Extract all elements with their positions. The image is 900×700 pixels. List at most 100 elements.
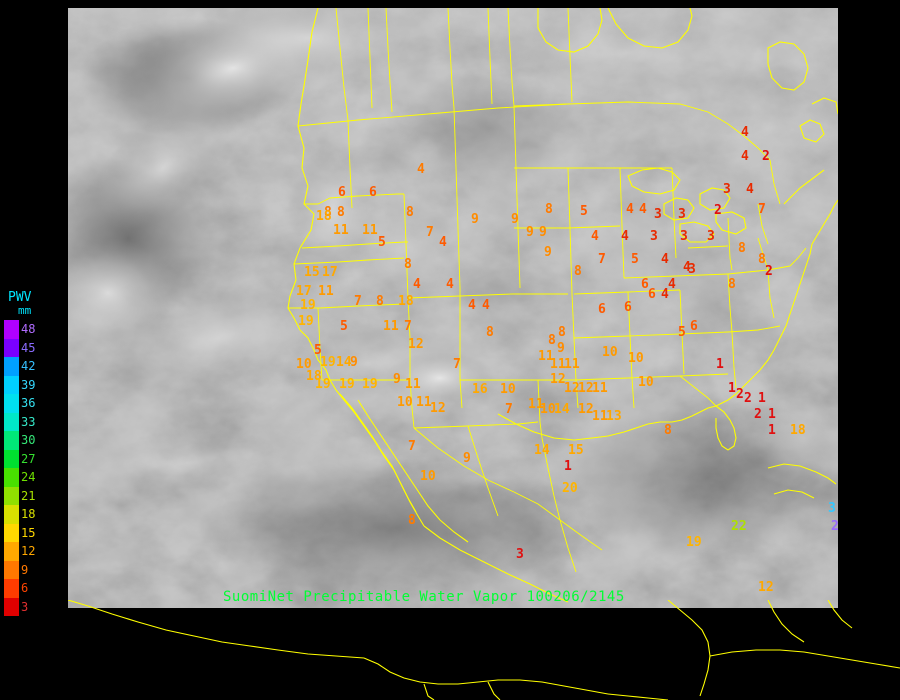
colorbar-labels: 48 45 42 39 36 33 30 27 24 21 18 15 12 9 6 3 xyxy=(21,320,63,616)
station-pwv-value: 8 xyxy=(376,294,384,309)
colorbar-tick-label: 48 xyxy=(21,322,36,336)
station-pwv-value: 11 xyxy=(362,223,378,238)
map-geography-overlay xyxy=(287,8,838,603)
station-pwv-value: 10 xyxy=(638,375,654,390)
station-pwv-value: 4 xyxy=(639,202,647,217)
station-pwv-value: 5 xyxy=(314,343,322,358)
station-pwv-value: 18 xyxy=(306,369,322,384)
station-pwv-value: 4 xyxy=(439,235,447,250)
station-pwv-value: 8 xyxy=(406,205,414,220)
station-pwv-value: 8 xyxy=(545,202,553,217)
station-pwv-value: 9 xyxy=(539,225,547,240)
colorbar-tick-label: 42 xyxy=(21,359,36,373)
colorbar-tick-label: 30 xyxy=(21,433,36,447)
station-pwv-value: 10 xyxy=(397,395,413,410)
station-pwv-value: 3 xyxy=(650,229,658,244)
station-pwv-value: 9 xyxy=(471,212,479,227)
station-pwv-value: 10 xyxy=(540,402,556,417)
station-pwv-value: 8 xyxy=(758,252,766,267)
station-pwv-value: 6 xyxy=(641,277,649,292)
station-pwv-value: 16 xyxy=(472,382,488,397)
colorbar-tick-label: 27 xyxy=(21,451,36,466)
colorbar-tick-label: 6 xyxy=(21,581,29,595)
station-pwv-value: 1 xyxy=(716,357,724,372)
colorbar-tick-label: 24 xyxy=(21,470,36,484)
station-pwv-value: 3 xyxy=(688,262,696,277)
coastlines xyxy=(287,8,838,603)
station-pwv-value: 2 xyxy=(744,391,752,406)
station-pwv-value: 1 xyxy=(564,459,572,474)
station-pwv-value: 2 xyxy=(765,264,773,279)
station-pwv-value: 4 xyxy=(482,298,490,313)
station-pwv-value: 8 xyxy=(548,333,556,348)
colorbar-cell xyxy=(4,542,19,561)
station-pwv-value: 9 xyxy=(511,212,519,227)
station-pwv-value: 7 xyxy=(426,225,434,240)
station-pwv-value: 4 xyxy=(591,229,599,244)
colorbar-cell xyxy=(4,431,19,450)
station-pwv-value: 15 xyxy=(568,443,584,458)
station-pwv-value: 8 xyxy=(404,257,412,272)
colorbar-tick-label: 21 xyxy=(21,488,36,503)
station-pwv-value: 6 xyxy=(648,287,656,302)
colorbar-tick-label: 12 xyxy=(21,544,36,558)
station-pwv-value: 7 xyxy=(758,202,766,217)
station-pwv-value: 9 xyxy=(463,451,471,466)
station-pwv-value: 11 xyxy=(416,395,432,410)
station-pwv-value: 17 xyxy=(322,265,338,280)
station-pwv-value: 7 xyxy=(354,294,362,309)
station-pwv-value: 12 xyxy=(430,401,446,416)
station-pwv-value: 5 xyxy=(378,235,386,250)
colorbar-tick-label: 18 xyxy=(21,507,36,521)
station-pwv-value: 6 xyxy=(369,185,377,200)
station-pwv-value: 18 xyxy=(790,423,806,438)
station-pwv-value: 12 xyxy=(564,381,580,396)
station-pwv-value: 9 xyxy=(393,372,401,387)
colorbar-cell xyxy=(4,394,19,413)
station-pwv-value: 8 xyxy=(738,241,746,256)
colorbar-cell xyxy=(4,357,19,376)
station-pwv-value: 4 xyxy=(741,125,749,140)
station-pwv-value: 5 xyxy=(340,319,348,334)
station-pwv-value: 4 xyxy=(417,162,425,177)
colorbar-cell xyxy=(4,560,19,579)
station-pwv-value: 1 xyxy=(728,381,736,396)
station-pwv-value: 4 xyxy=(446,277,454,292)
station-pwv-value: 9 xyxy=(526,225,534,240)
colorbar-cell xyxy=(4,505,19,524)
colorbar-cell xyxy=(4,486,19,505)
station-pwv-value: 5 xyxy=(678,325,686,340)
station-pwv-value: 1 xyxy=(768,407,776,422)
station-pwv-value: 10 xyxy=(500,382,516,397)
station-pwv-value: 6 xyxy=(624,300,632,315)
colorbar-tick-label: 36 xyxy=(21,396,36,410)
station-pwv-value: 11 xyxy=(550,357,566,372)
station-pwv-value: 6 xyxy=(598,302,606,317)
station-pwv-value: 19 xyxy=(315,377,331,392)
station-pwv-value: 8 xyxy=(486,325,494,340)
station-pwv-value: 3 xyxy=(828,501,836,516)
station-pwv-value: 2 xyxy=(754,407,762,422)
station-pwv-value: 3 xyxy=(680,229,688,244)
station-pwv-value: 8 xyxy=(728,277,736,292)
station-pwv-value: 12 xyxy=(550,372,566,387)
station-pwv-value: 11 xyxy=(592,381,608,396)
station-pwv-value: 4 xyxy=(746,182,754,197)
colorbar-tick-label: 3 xyxy=(21,599,29,614)
station-pwv-value: 18 xyxy=(398,294,414,309)
colorbar-cell xyxy=(4,412,19,431)
station-pwv-value: 19 xyxy=(686,535,702,550)
colorbar-cell xyxy=(4,523,19,542)
colorbar-tick-label: 33 xyxy=(21,414,36,429)
station-pwv-value: 19 xyxy=(298,314,314,329)
station-pwv-value: 8 xyxy=(324,205,332,220)
map-caption: SuomiNet Precipitable Water Vapor 100206… xyxy=(223,589,625,605)
station-pwv-value: 22 xyxy=(731,519,747,534)
station-pwv-value: 11 xyxy=(538,349,554,364)
station-pwv-value: 4 xyxy=(468,298,476,313)
colorbar-tick-label: 45 xyxy=(21,340,36,355)
station-pwv-value: 12 xyxy=(578,402,594,417)
colorbar-cell xyxy=(4,338,19,357)
station-pwv-value: 11 xyxy=(318,284,334,299)
station-pwv-value: 18 xyxy=(316,209,332,224)
